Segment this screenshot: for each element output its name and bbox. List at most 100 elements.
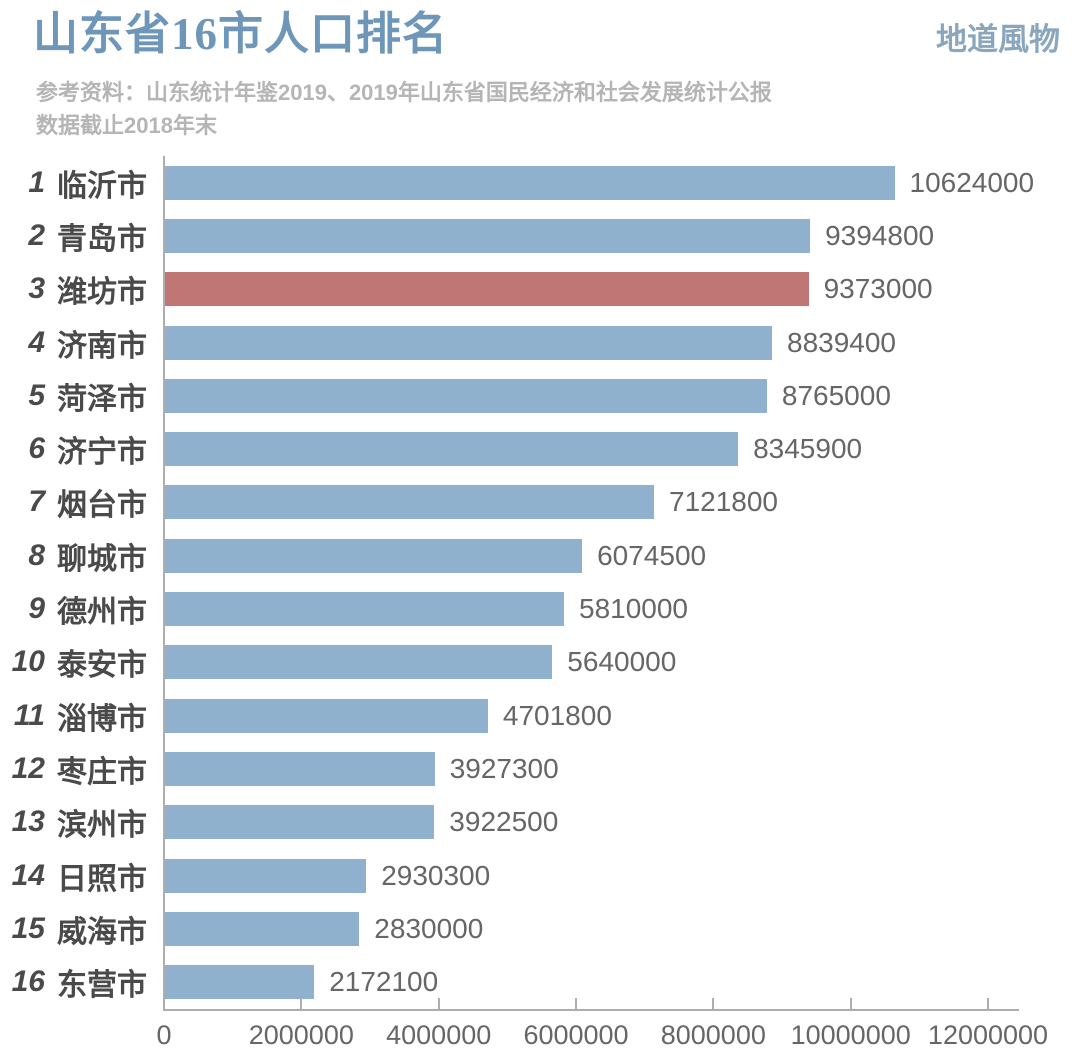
- value-label: 4701800: [502, 699, 612, 731]
- rank-label: 3: [28, 272, 45, 306]
- city-label: 泰安市: [57, 649, 147, 683]
- city-label: 济宁市: [57, 436, 147, 470]
- city-label: 东营市: [57, 969, 147, 1003]
- rank-label: 8: [28, 538, 45, 572]
- x-axis-tick: [437, 998, 440, 1009]
- value-label: 8345900: [753, 433, 863, 465]
- bar-track: 8765000: [165, 369, 1080, 422]
- city-label: 潍坊市: [57, 276, 147, 310]
- city-label: 济南市: [57, 329, 147, 363]
- population-bar: [165, 165, 895, 200]
- population-bar: [165, 911, 360, 946]
- rank-label: 13: [11, 805, 45, 839]
- rank-label: 14: [11, 858, 45, 892]
- value-label: 5810000: [579, 593, 689, 625]
- rank-label: 12: [11, 751, 45, 785]
- x-axis-tick: [987, 998, 989, 1009]
- y-axis-line: [163, 156, 165, 1011]
- bar-track: 3922500: [165, 796, 1080, 849]
- source-note-line1: 参考资料：山东统计年鉴2019、2019年山东省国民经济和社会发展统计公报: [36, 80, 772, 105]
- chart-row: 5 菏泽市 8765000: [0, 369, 1080, 422]
- city-label: 烟台市: [57, 489, 147, 523]
- population-bar: [165, 272, 809, 307]
- value-label: 2172100: [329, 966, 439, 998]
- bar-track: 8839400: [165, 316, 1080, 369]
- city-label: 威海市: [57, 915, 147, 949]
- population-bar: [165, 965, 315, 1000]
- city-label: 临沂市: [57, 169, 147, 203]
- bar-track: 9394800: [165, 209, 1080, 262]
- bar-track: 2830000: [165, 902, 1080, 955]
- rank-label: 11: [13, 698, 45, 732]
- city-label: 聊城市: [57, 542, 147, 576]
- x-axis-tick-label: 0: [156, 1020, 172, 1050]
- bar-track: 8345900: [165, 422, 1080, 475]
- rank-label: 1: [28, 165, 45, 199]
- population-bar: [165, 538, 583, 573]
- rank-label: 10: [11, 645, 45, 679]
- value-label: 8839400: [787, 326, 897, 358]
- chart-row: 16 东营市 2172100: [0, 955, 1080, 1008]
- x-axis-tick: [300, 998, 303, 1009]
- population-bar: [165, 698, 488, 733]
- population-bar: [165, 805, 435, 840]
- rank-label: 4: [28, 325, 45, 359]
- value-label: 9373000: [823, 273, 933, 305]
- chart-row: 6 济宁市 8345900: [0, 422, 1080, 475]
- value-label: 3927300: [449, 752, 559, 784]
- chart-row: 12 枣庄市 3927300: [0, 742, 1080, 795]
- chart-row: 7 烟台市 7121800: [0, 476, 1080, 529]
- bar-track: 5640000: [165, 636, 1080, 689]
- population-bar: [165, 645, 553, 680]
- page-title: 山东省16市人口排名: [33, 9, 449, 59]
- value-label: 2830000: [374, 912, 484, 944]
- value-label: 6074500: [597, 539, 707, 571]
- chart-row: 1 临沂市 10624000: [0, 156, 1080, 209]
- chart-row: 3 潍坊市 9373000: [0, 263, 1080, 316]
- x-axis: 0 2000000 4000000 6000000 8000000 10000000 120…: [0, 156, 1080, 1050]
- rank-label: 6: [28, 432, 45, 466]
- chart-row: 4 济南市 8839400: [0, 316, 1080, 369]
- bar-track: 7121800: [165, 476, 1080, 529]
- bar-track: 6074500: [165, 529, 1080, 582]
- bar-track: 5810000: [165, 582, 1080, 635]
- bar-track: 9373000: [165, 263, 1080, 316]
- city-label: 青岛市: [57, 222, 147, 256]
- population-bar: [165, 325, 772, 360]
- population-bar: [165, 485, 654, 520]
- rank-label: 2: [28, 218, 45, 252]
- population-bar: [165, 751, 435, 786]
- value-label: 5640000: [567, 646, 677, 678]
- city-label: 淄博市: [57, 702, 147, 736]
- chart-row: 10 泰安市 5640000: [0, 636, 1080, 689]
- brand-logo: 地道風物: [936, 22, 1060, 57]
- rank-label: 9: [28, 592, 45, 626]
- rank-label: 5: [28, 378, 45, 412]
- bar-track: 2930300: [165, 849, 1080, 902]
- bar-track: 4701800: [165, 689, 1080, 742]
- city-label: 菏泽市: [57, 382, 147, 416]
- chart-row: 11 淄博市 4701800: [0, 689, 1080, 742]
- value-label: 7121800: [669, 486, 779, 518]
- x-axis-tick-label: 2000000: [248, 1020, 354, 1050]
- bar-track: 10624000: [165, 156, 1080, 209]
- rank-label: 16: [11, 965, 45, 999]
- chart-row: 14 日照市 2930300: [0, 849, 1080, 902]
- population-bar: [165, 218, 811, 253]
- population-bar: [165, 858, 367, 893]
- chart-row: 13 滨州市 3922500: [0, 796, 1080, 849]
- bar-track: 2172100: [165, 955, 1080, 1008]
- population-bar: [165, 378, 767, 413]
- x-axis-tick-label: 4000000: [386, 1020, 492, 1050]
- value-label: 8765000: [781, 379, 891, 411]
- chart-row: 2 青岛市 9394800: [0, 209, 1080, 262]
- x-axis-tick: [712, 998, 715, 1009]
- value-label: 2930300: [381, 859, 491, 891]
- population-bar: [165, 432, 739, 467]
- source-note-line2: 数据截止2018年末: [36, 113, 217, 138]
- city-label: 枣庄市: [57, 755, 147, 789]
- rank-label: 7: [28, 485, 45, 519]
- population-bar: [165, 592, 564, 627]
- x-axis-tick: [575, 998, 577, 1009]
